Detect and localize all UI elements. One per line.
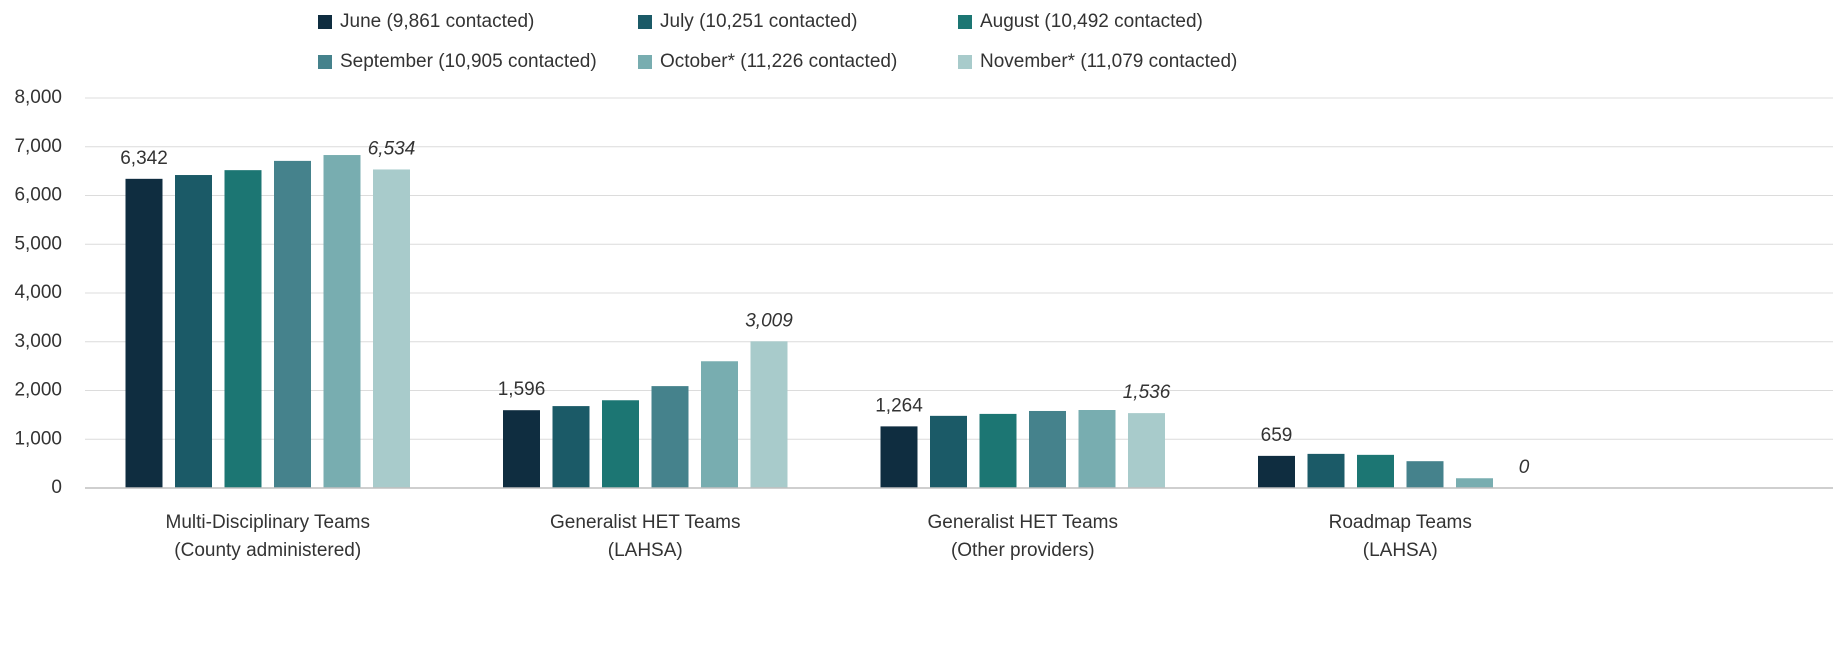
bar [175,175,212,488]
y-tick-label: 3,000 [14,331,62,352]
legend-label: August (10,492 contacted) [980,11,1203,32]
legend-swatch [638,15,652,29]
bar [1307,453,1345,488]
bar [503,410,540,488]
legend-swatch [958,55,972,69]
bar [701,361,738,488]
value-label: 1,596 [498,379,546,400]
bar [1406,461,1444,488]
y-tick-label: 1,000 [14,428,62,449]
bar [602,400,639,488]
bar [750,341,788,488]
value-label: 1,264 [875,395,923,416]
bar [125,178,163,488]
legend-label: November* (11,079 contacted) [980,51,1237,72]
value-label: 659 [1261,425,1293,446]
y-tick-label: 5,000 [14,233,62,254]
bar [1029,410,1066,488]
bar [1128,413,1165,488]
value-label: 3,009 [745,310,793,331]
x-tick-label: Generalist HET Teams [928,512,1118,533]
value-label: 1,536 [1123,382,1171,403]
bar [979,413,1017,488]
bar [224,170,262,488]
legend-swatch [958,15,972,29]
bar [930,415,967,488]
x-tick-label: (LAHSA) [608,540,683,561]
bar [1258,455,1295,488]
y-tick-label: 7,000 [14,136,62,157]
value-label: 0 [1519,457,1530,478]
legend-swatch [318,55,332,69]
bar [1078,410,1116,488]
x-tick-label: (County administered) [174,540,361,561]
bar [651,386,689,488]
legend-swatch [638,55,652,69]
value-label: 6,534 [368,138,416,159]
legend-label: September (10,905 contacted) [340,51,597,72]
x-tick-label: Roadmap Teams [1329,512,1472,533]
bar [274,160,311,488]
y-tick-label: 2,000 [14,380,62,401]
bar [880,426,918,488]
x-tick-label: (LAHSA) [1363,540,1438,561]
legend-label: October* (11,226 contacted) [660,51,897,72]
legend-label: July (10,251 contacted) [660,11,858,32]
y-tick-label: 8,000 [14,87,62,108]
y-tick-label: 0 [51,477,62,498]
bar [1456,478,1493,488]
bar [323,155,361,488]
bar [552,406,590,488]
x-tick-label: (Other providers) [951,540,1095,561]
value-label: 6,342 [120,148,168,169]
y-tick-label: 6,000 [14,185,62,206]
x-tick-label: Generalist HET Teams [550,512,740,533]
legend-swatch [318,15,332,29]
legend-label: June (9,861 contacted) [340,11,534,32]
bar [1357,454,1394,488]
y-tick-label: 4,000 [14,282,62,303]
x-tick-label: Multi-Disciplinary Teams [166,512,370,533]
bar [373,169,410,488]
